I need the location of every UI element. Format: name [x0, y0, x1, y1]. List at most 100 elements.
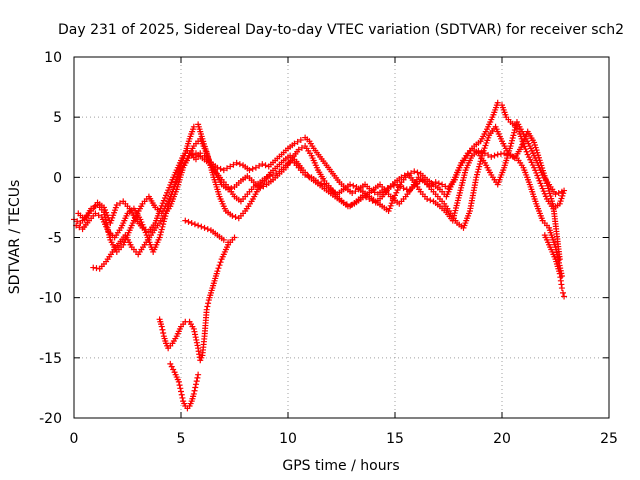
data-point	[160, 221, 167, 228]
data-point	[185, 218, 192, 225]
data-point	[511, 127, 518, 134]
data-point	[427, 197, 434, 204]
data-point	[507, 143, 514, 150]
data-point	[217, 165, 224, 172]
data-point	[385, 208, 392, 215]
data-point	[137, 216, 144, 223]
axis-ticks: 0 5 10 15 20 25 -20 -15 -10 -5 0 5 10	[39, 50, 618, 447]
data-point	[195, 222, 202, 229]
data-point	[557, 198, 564, 205]
data-point	[520, 139, 527, 146]
data-point	[193, 378, 200, 385]
y-tick-label: 5	[53, 110, 62, 126]
data-point	[90, 264, 97, 271]
data-point	[158, 323, 165, 330]
data-point	[156, 234, 163, 241]
data-point	[230, 161, 237, 168]
data-point	[298, 144, 305, 151]
data-point	[556, 200, 563, 207]
data-point	[527, 156, 534, 163]
data-point	[535, 175, 542, 182]
data-point	[158, 229, 165, 236]
data-point	[494, 99, 501, 106]
data-point	[220, 167, 227, 174]
data-point	[270, 171, 277, 178]
data-point	[188, 220, 195, 227]
data-point	[559, 289, 566, 296]
data-point	[369, 197, 376, 204]
data-point	[266, 173, 273, 180]
data-point	[485, 152, 492, 159]
data-point	[305, 173, 312, 180]
data-point	[170, 366, 177, 373]
data-point	[259, 161, 266, 168]
data-point	[476, 163, 483, 170]
data-point	[387, 202, 394, 209]
data-point	[252, 164, 259, 171]
data-point	[318, 180, 325, 187]
data-point	[178, 391, 185, 398]
data-point	[522, 146, 529, 153]
data-point	[157, 231, 164, 238]
data-point	[192, 384, 199, 391]
data-point	[256, 162, 263, 169]
y-tick-label: -15	[39, 351, 62, 367]
data-point	[540, 188, 547, 195]
data-point	[220, 236, 227, 243]
x-axis-label: GPS time / hours	[282, 458, 399, 474]
series-track-3	[75, 123, 563, 263]
data-point	[142, 229, 149, 236]
data-point	[74, 218, 81, 225]
data-point	[536, 177, 543, 184]
data-point	[411, 168, 418, 175]
data-point	[249, 165, 256, 172]
data-point	[166, 184, 173, 191]
x-tick-label: 20	[493, 431, 511, 447]
data-point	[229, 212, 236, 219]
series-track-8	[541, 232, 568, 300]
series-track-1	[71, 99, 568, 235]
data-point	[231, 234, 238, 241]
data-point	[182, 217, 189, 224]
x-tick-label: 10	[279, 431, 297, 447]
data-point	[474, 171, 481, 178]
data-point	[400, 185, 407, 192]
data-point	[193, 336, 200, 343]
data-point	[533, 169, 540, 176]
y-tick-label: -20	[39, 411, 62, 427]
chart-title: Day 231 of 2025, Sidereal Day-to-day VTE…	[58, 22, 624, 38]
x-tick-label: 15	[386, 431, 404, 447]
data-point	[525, 154, 532, 161]
data-point	[273, 170, 280, 177]
data-point	[167, 181, 174, 188]
data-point	[508, 137, 515, 144]
data-point	[175, 378, 182, 385]
data-point	[246, 167, 253, 174]
data-point	[404, 171, 411, 178]
data-point	[214, 268, 221, 275]
data-point	[204, 303, 211, 310]
y-tick-label: 0	[53, 170, 62, 186]
data-point	[537, 180, 544, 187]
data-point	[408, 170, 415, 177]
data-point	[488, 153, 495, 160]
series-track-5	[156, 234, 238, 364]
data-point	[141, 226, 148, 233]
data-point	[93, 265, 100, 272]
data-point	[262, 162, 269, 169]
data-point	[192, 334, 199, 341]
data-point	[534, 172, 541, 179]
data-point	[389, 197, 396, 204]
data-point	[392, 192, 398, 199]
data-point	[117, 200, 124, 207]
data-point	[532, 167, 539, 174]
data-point	[194, 374, 201, 381]
y-tick-label: 10	[44, 50, 62, 66]
x-tick-label: 5	[177, 431, 186, 447]
data-series	[71, 99, 568, 412]
data-point	[523, 148, 530, 155]
data-point	[159, 223, 166, 230]
data-point	[167, 360, 174, 367]
series-track-6	[167, 360, 202, 412]
data-point	[194, 342, 201, 349]
